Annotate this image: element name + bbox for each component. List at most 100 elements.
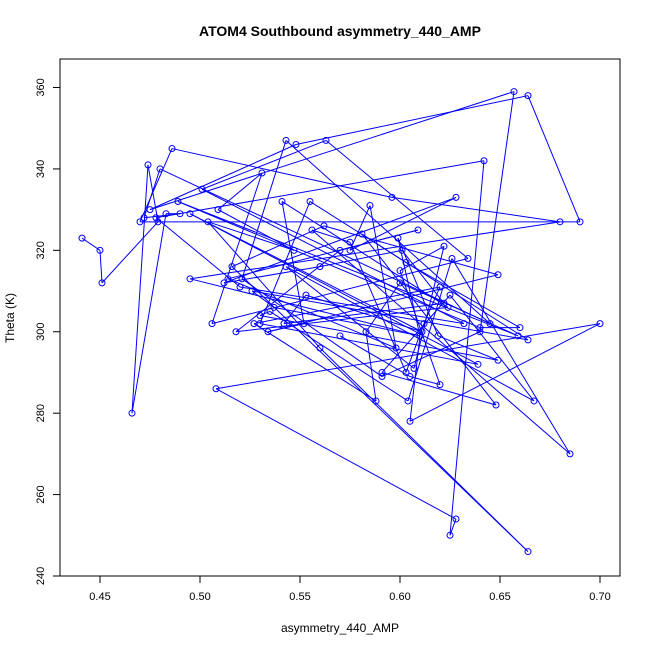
y-tick-label: 340 xyxy=(35,160,47,178)
data-point xyxy=(98,279,106,287)
data-point xyxy=(480,157,488,165)
data-point xyxy=(128,409,136,417)
data-point xyxy=(474,360,482,368)
series-line-segment xyxy=(251,290,529,341)
y-tick-label: 280 xyxy=(35,404,47,422)
data-point xyxy=(358,230,366,238)
data-point xyxy=(250,320,258,328)
data-point xyxy=(236,283,244,291)
data-point xyxy=(322,136,330,144)
y-tick-label: 240 xyxy=(35,567,47,585)
series-line-segment xyxy=(451,258,571,455)
data-point xyxy=(402,259,410,267)
y-tick-label: 300 xyxy=(35,323,47,341)
series-line-segment xyxy=(189,278,421,337)
data-point xyxy=(282,263,290,271)
data-point xyxy=(362,328,370,336)
data-point xyxy=(378,373,386,381)
series-line-segment xyxy=(479,91,515,332)
data-point xyxy=(232,328,240,336)
data-point xyxy=(308,226,316,234)
data-point xyxy=(238,275,246,283)
series-line-segment xyxy=(231,225,325,268)
data-point xyxy=(434,332,442,340)
series-line-segment xyxy=(285,266,415,369)
data-point xyxy=(176,210,184,218)
y-tick-label: 260 xyxy=(35,485,47,503)
series-line-segment xyxy=(253,323,377,402)
data-point xyxy=(224,275,232,283)
data-point xyxy=(366,202,374,210)
series-line-segment xyxy=(365,331,377,402)
series-line-segment xyxy=(325,140,469,259)
data-point xyxy=(208,320,216,328)
data-point xyxy=(258,169,266,177)
series-line-segment xyxy=(131,164,149,414)
data-point xyxy=(492,401,500,409)
series-line-segment xyxy=(399,270,441,385)
series-line-segment xyxy=(235,306,449,333)
data-point xyxy=(486,320,494,328)
data-point xyxy=(300,320,308,328)
data-point xyxy=(510,88,518,96)
y-axis-label: Theta (K) xyxy=(3,293,17,343)
data-point xyxy=(436,381,444,389)
y-tick-label: 320 xyxy=(35,241,47,259)
series-line-segment xyxy=(381,371,497,406)
series-line-segment xyxy=(399,245,445,272)
series-line-segment xyxy=(437,335,499,361)
series-line-segment xyxy=(251,290,275,308)
data-point xyxy=(306,197,314,205)
data-point xyxy=(152,214,160,222)
series-line-segment xyxy=(227,278,397,349)
data-point xyxy=(440,299,448,307)
series-line-segment xyxy=(177,201,519,337)
data-point xyxy=(398,246,406,254)
data-point xyxy=(406,417,414,425)
data-point xyxy=(556,218,564,226)
series-line-segment xyxy=(285,266,535,402)
data-point xyxy=(290,246,298,254)
series-line-segment xyxy=(223,266,321,284)
data-point xyxy=(446,531,454,539)
data-point xyxy=(436,283,444,291)
series-line-segment xyxy=(259,314,499,361)
series-line-segment xyxy=(155,217,241,288)
series-line-segment xyxy=(381,294,451,373)
series-line-segment xyxy=(171,148,393,198)
data-point xyxy=(596,320,604,328)
series-line-segment xyxy=(241,140,287,279)
x-tick-label: 0.65 xyxy=(489,591,510,603)
data-point xyxy=(146,206,154,214)
series-line-segment xyxy=(409,376,441,386)
data-point xyxy=(186,210,194,218)
data-point xyxy=(204,218,212,226)
series-line-segment xyxy=(311,229,571,455)
series-line-segment xyxy=(413,246,445,369)
x-tick-label: 0.70 xyxy=(589,591,610,603)
series-line-segment xyxy=(241,278,383,377)
series-line-segment xyxy=(405,262,521,329)
series-line-segment xyxy=(305,294,423,333)
data-point xyxy=(372,397,380,405)
series-line-segment xyxy=(319,249,403,268)
data-point xyxy=(154,218,162,226)
data-point xyxy=(214,206,222,214)
data-point xyxy=(494,271,502,279)
series-line-segment xyxy=(149,144,297,211)
data-point xyxy=(256,311,264,319)
data-point xyxy=(280,320,288,328)
data-point xyxy=(198,185,206,193)
x-tick-label: 0.50 xyxy=(189,591,210,603)
series-line-segment xyxy=(309,201,529,341)
data-point xyxy=(336,332,344,340)
data-point xyxy=(418,328,426,336)
data-point xyxy=(514,332,522,340)
x-tick-label: 0.60 xyxy=(389,591,410,603)
y-axis: 240 260 280 300 320 340 360 xyxy=(35,78,61,585)
data-point xyxy=(302,291,310,299)
data-point xyxy=(316,263,324,271)
data-point xyxy=(460,320,468,328)
series-line-segment xyxy=(381,331,481,377)
